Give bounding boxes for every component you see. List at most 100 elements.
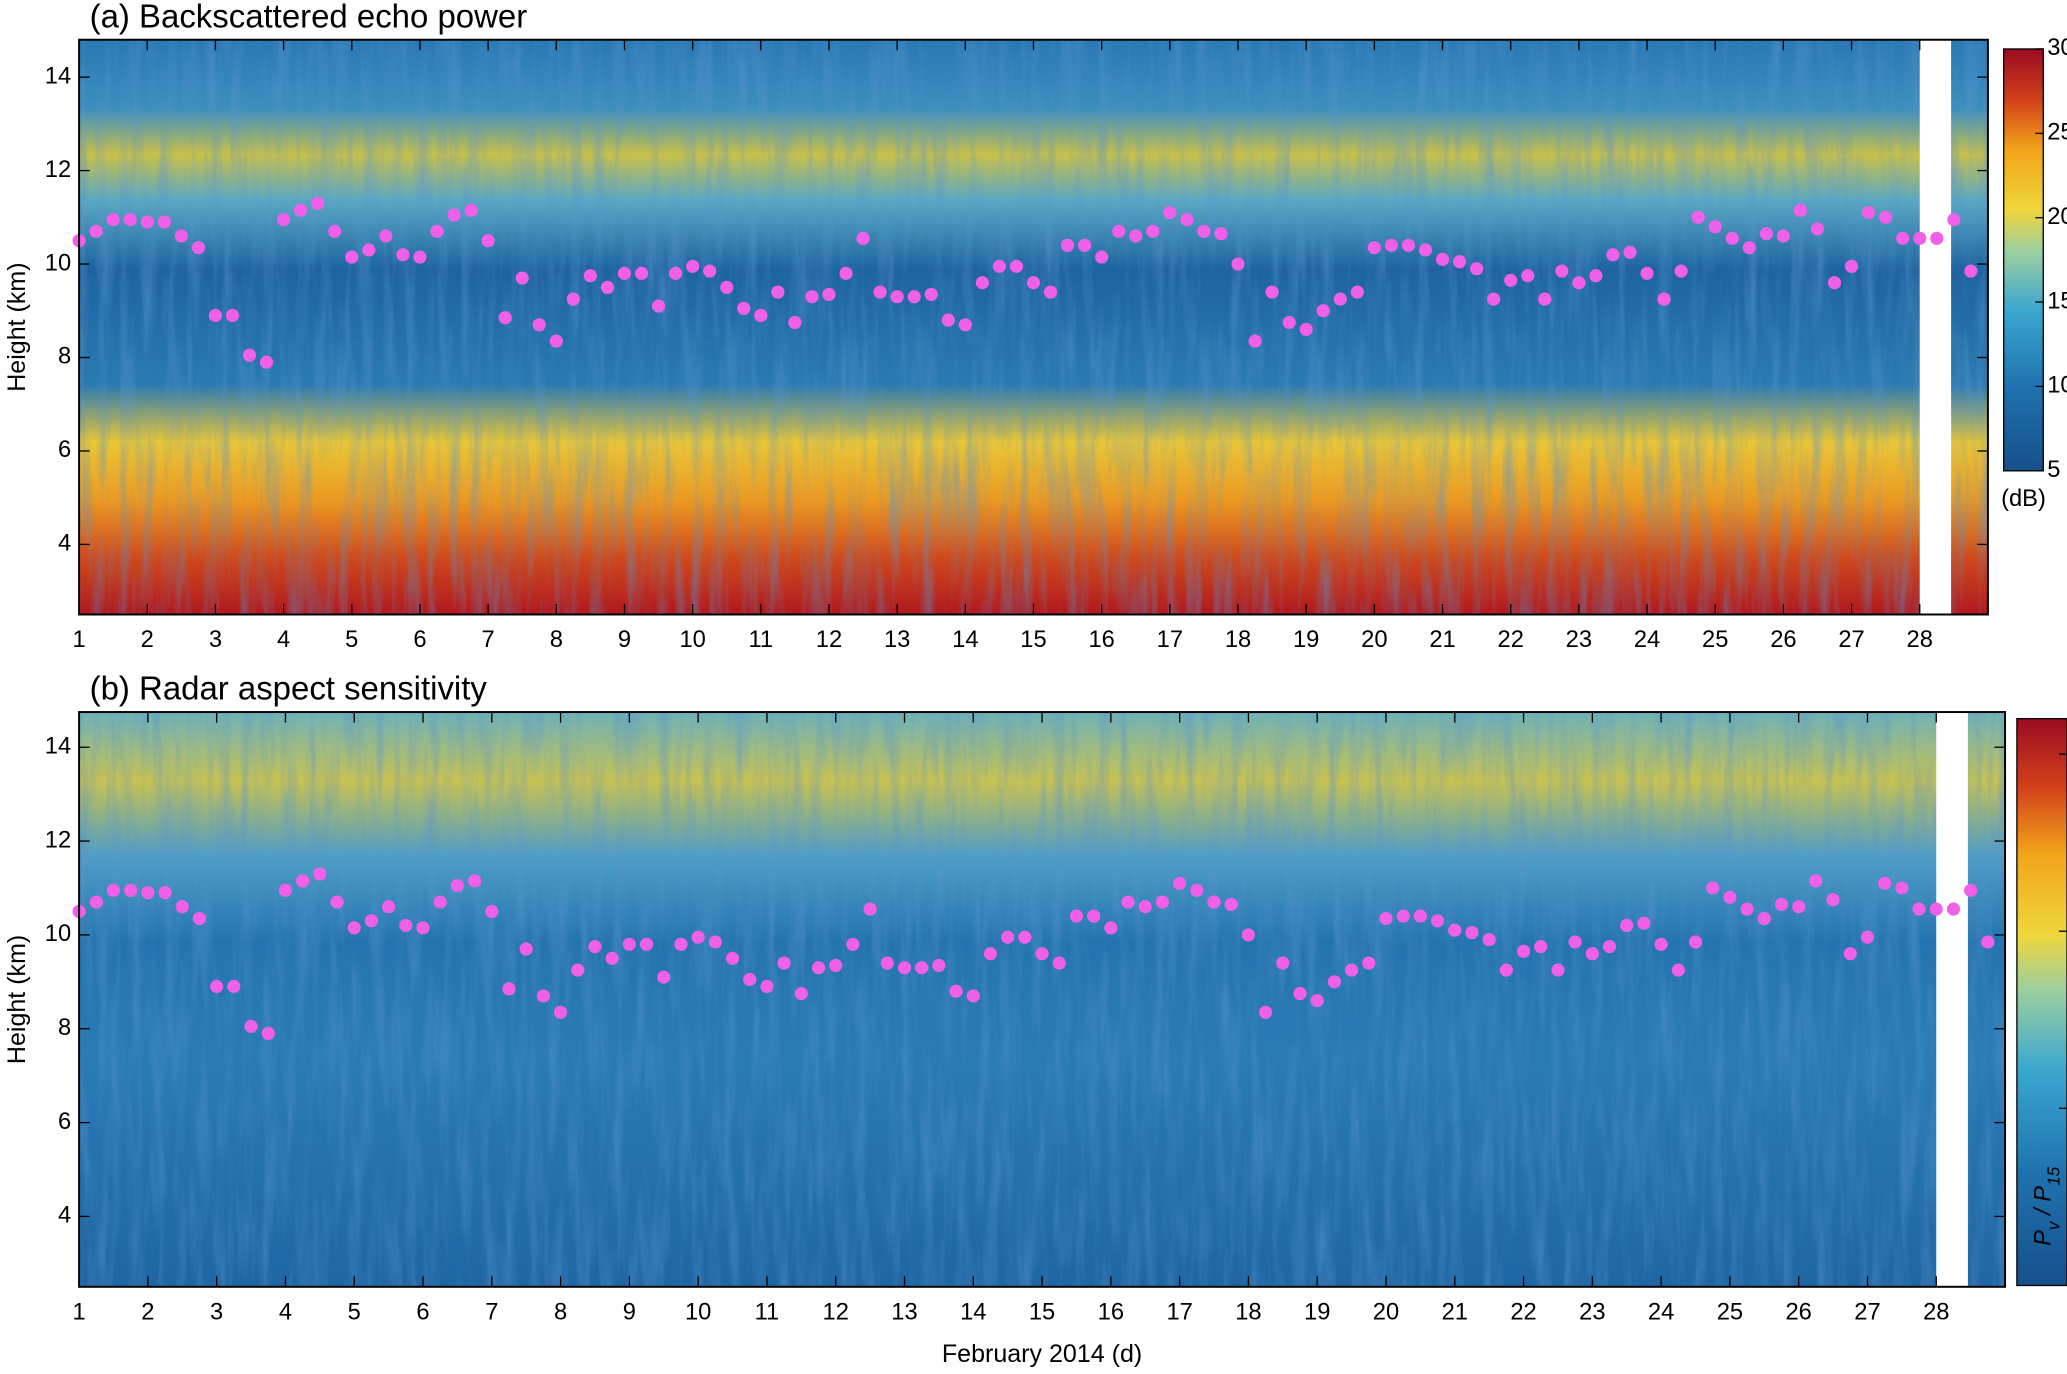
y-tick-label: 4 xyxy=(58,531,71,557)
sonde-point xyxy=(1173,876,1187,890)
x-axis-label: February 2014 (d) xyxy=(942,1340,1142,1368)
sonde-point xyxy=(1078,238,1092,252)
sonde-point xyxy=(1448,923,1462,937)
sonde-point xyxy=(328,224,342,238)
colorbar-label-part: 15 xyxy=(2043,1166,2063,1186)
sonde-point xyxy=(1896,231,1910,245)
data-gap xyxy=(1936,712,1968,1287)
sonde-point xyxy=(1912,902,1926,916)
x-tick-label: 5 xyxy=(345,627,358,653)
x-tick-label: 18 xyxy=(1225,627,1251,653)
x-tick-label: 6 xyxy=(416,1299,429,1325)
sonde-point xyxy=(1112,224,1126,238)
sonde-point xyxy=(1248,334,1262,348)
sonde-point xyxy=(1299,322,1313,337)
sonde-point xyxy=(880,956,894,970)
x-tick-label: 12 xyxy=(816,627,842,653)
x-tick-label: 11 xyxy=(749,627,774,653)
sonde-point xyxy=(743,972,757,987)
sonde-point xyxy=(622,937,636,951)
sonde-point xyxy=(502,982,516,996)
sonde-point xyxy=(259,355,274,369)
sonde-point xyxy=(1259,1005,1273,1019)
sonde-point xyxy=(430,224,444,238)
sonde-point xyxy=(330,895,344,909)
sonde-point xyxy=(468,874,482,888)
sonde-point xyxy=(157,215,171,229)
y-tick-label: 6 xyxy=(58,437,71,463)
sonde-point xyxy=(1810,222,1825,236)
y-tick-label: 8 xyxy=(58,1015,71,1041)
x-tick-label: 26 xyxy=(1785,1299,1811,1325)
sonde-point xyxy=(225,308,240,323)
sonde-point xyxy=(1396,909,1410,923)
sonde-point xyxy=(1009,259,1024,273)
sonde-point xyxy=(532,318,546,332)
sonde-point xyxy=(1740,902,1754,916)
sonde-point xyxy=(1913,231,1927,245)
x-tick-label: 18 xyxy=(1235,1299,1261,1325)
sonde-point xyxy=(1362,956,1376,970)
sonde-point xyxy=(364,914,379,928)
sonde-point xyxy=(794,986,808,1001)
sonde-point xyxy=(691,930,705,944)
sonde-point xyxy=(192,911,207,926)
sonde-point xyxy=(244,1019,258,1033)
sonde-point xyxy=(396,248,410,262)
sonde-point xyxy=(1895,881,1909,895)
sonde-point xyxy=(296,874,310,888)
sonde-point xyxy=(1964,264,1978,278)
colorbar-label: (dB) xyxy=(2001,486,2046,512)
sonde-point xyxy=(345,250,359,264)
sonde-point xyxy=(1482,933,1496,947)
sonde-point xyxy=(720,280,734,294)
sonde-point xyxy=(1708,220,1722,234)
sonde-point xyxy=(1276,956,1290,970)
sonde-point xyxy=(1121,895,1135,909)
sonde-point xyxy=(1538,292,1552,306)
sonde-point xyxy=(1384,238,1398,252)
x-tick-label: 24 xyxy=(1648,1299,1674,1325)
sonde-point xyxy=(1333,292,1347,306)
sonde-point xyxy=(897,961,912,975)
x-tick-label: 24 xyxy=(1634,627,1660,653)
x-tick-label: 20 xyxy=(1361,627,1387,653)
sonde-point xyxy=(416,921,430,935)
sonde-point xyxy=(1293,986,1307,1001)
sonde-point xyxy=(1345,963,1359,977)
x-tick-label: 14 xyxy=(960,1299,986,1325)
x-tick-label: 20 xyxy=(1373,1299,1399,1325)
sonde-point xyxy=(1620,918,1634,933)
sonde-point xyxy=(1018,930,1032,944)
sonde-point xyxy=(1654,937,1668,951)
sonde-point xyxy=(1521,269,1535,283)
sonde-point xyxy=(829,958,843,972)
sonde-point xyxy=(1435,252,1450,266)
panel-title: (b) Radar aspect sensitivity xyxy=(90,670,488,707)
sonde-point xyxy=(634,266,649,280)
sonde-point xyxy=(1052,956,1066,970)
colorbar-tick-label: 5 xyxy=(2047,457,2060,483)
sonde-point xyxy=(1316,304,1330,318)
sonde-point xyxy=(1572,276,1586,290)
x-tick-label: 15 xyxy=(1029,1299,1055,1325)
x-tick-label: 28 xyxy=(1907,627,1933,653)
sonde-point xyxy=(1793,203,1808,217)
sonde-point xyxy=(1981,935,1995,949)
sonde-point xyxy=(1207,895,1221,909)
x-tick-label: 25 xyxy=(1702,627,1728,653)
sonde-point xyxy=(975,276,989,290)
sonde-point xyxy=(839,266,853,280)
sonde-point xyxy=(873,285,887,299)
sonde-point xyxy=(242,348,257,362)
sonde-point xyxy=(1224,897,1238,912)
sonde-point xyxy=(1860,930,1875,944)
sonde-point xyxy=(846,937,860,951)
sonde-point xyxy=(399,918,413,933)
sonde-point xyxy=(1087,909,1101,923)
sonde-point xyxy=(966,989,980,1003)
sonde-point xyxy=(464,203,478,217)
x-tick-label: 5 xyxy=(348,1299,361,1325)
sonde-point xyxy=(754,308,768,323)
sonde-point xyxy=(1499,963,1513,977)
